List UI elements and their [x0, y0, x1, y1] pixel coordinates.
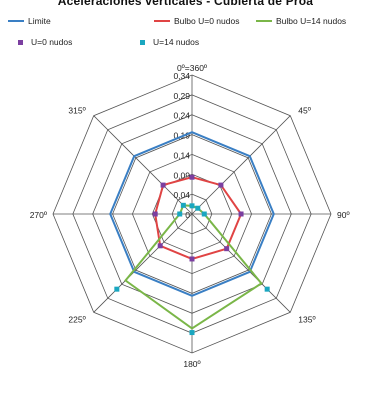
series-marker-4: [189, 203, 195, 209]
radial-tick-label: 0,34: [173, 71, 190, 81]
legend-swatch-u14: [140, 39, 145, 45]
grid-spoke-7: [93, 115, 193, 215]
angle-label: 225º: [68, 314, 85, 324]
legend-item-limite: Limite: [8, 16, 51, 26]
series-marker-3: [160, 182, 166, 188]
angle-label: 90º: [337, 210, 350, 220]
legend-item-bulbo-u14: Bulbo U=14 nudos: [256, 16, 346, 26]
legend-label-bulbo-u0: Bulbo U=0 nudos: [174, 16, 240, 26]
radial-tick-label: 0,09: [173, 170, 190, 180]
angle-label: 0º=360º: [177, 63, 207, 73]
chart-title: Aceleraciones verticales - Cubierta de P…: [57, 0, 314, 8]
angle-label: 135º: [298, 314, 315, 324]
series-marker-4: [195, 205, 201, 211]
series-marker-4: [177, 211, 183, 217]
legend-item-u0: U=0 nudos: [14, 37, 72, 47]
angle-label: 315º: [68, 106, 85, 116]
radial-tick-label: 0: [185, 210, 190, 220]
angle-label: 180º: [183, 359, 200, 369]
series-marker-4: [114, 286, 120, 292]
series-marker-3: [224, 246, 230, 252]
series-marker-3: [218, 182, 224, 188]
grid-spoke-1: [191, 115, 291, 215]
legend-item-u14: U=14 nudos: [136, 37, 199, 47]
grid-spoke-3: [191, 213, 291, 313]
radial-tick-label: 0,04: [173, 190, 190, 200]
radial-tick-label: 0,29: [173, 91, 190, 101]
radar-series: [109, 131, 275, 336]
series-marker-4: [189, 330, 195, 336]
legend-swatch-bulbo-u0: [154, 20, 170, 22]
radial-tick-label: 0,14: [173, 150, 190, 160]
legend-swatch-limite: [8, 20, 24, 22]
legend-label-limite: Limite: [28, 16, 51, 26]
series-marker-3: [152, 211, 158, 217]
legend-row-2: U=0 nudos U=14 nudos: [0, 37, 371, 51]
legend-swatch-u0: [18, 39, 23, 45]
series-marker-4: [264, 286, 270, 292]
series-marker-3: [189, 174, 195, 180]
legend-item-bulbo-u0: Bulbo U=0 nudos: [154, 16, 239, 26]
legend-label-u0: U=0 nudos: [31, 37, 73, 47]
legend-label-u14: U=14 nudos: [153, 37, 200, 47]
legend-row-1: Limite Bulbo U=0 nudos Bulbo U=14 nudos: [0, 16, 371, 30]
angle-label: 270º: [30, 210, 47, 220]
series-marker-3: [238, 211, 244, 217]
grid-spoke-5: [93, 213, 193, 313]
legend-swatch-bulbo-u14: [256, 20, 272, 22]
series-line-2: [124, 204, 263, 330]
series-marker-4: [180, 202, 186, 208]
radial-tick-label: 0,24: [173, 111, 190, 121]
series-marker-4: [201, 211, 207, 217]
legend-label-bulbo-u14: Bulbo U=14 nudos: [276, 16, 347, 26]
radar-grid: [52, 74, 332, 354]
series-marker-3: [189, 256, 195, 262]
radial-tick-labels: 00,040,090,140,190,240,290,34: [173, 71, 190, 220]
series-line-0: [109, 131, 275, 297]
angle-labels: 0º=360º 45º 90º 135º 180º 225º 270º 315º: [30, 63, 350, 369]
angle-label: 45º: [298, 106, 311, 116]
series-marker-3: [157, 243, 163, 249]
